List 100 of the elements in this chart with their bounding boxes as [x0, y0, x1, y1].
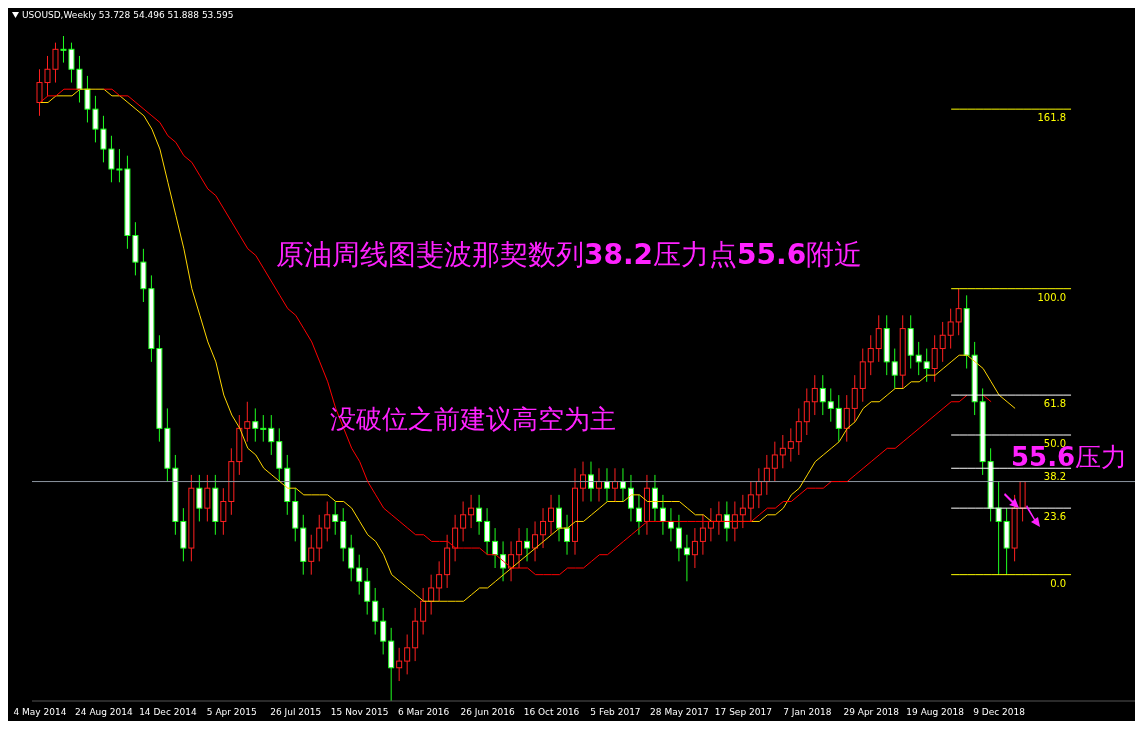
chart-title: USOUSD,Weekly 53.728 54.496 51.888 53.595: [22, 10, 234, 20]
candlestick: [500, 540, 507, 582]
candlestick: [516, 527, 523, 569]
candlestick: [196, 474, 203, 522]
candlestick: [524, 527, 531, 562]
candlestick: [252, 407, 259, 443]
x-tick-label: 14 Dec 2014: [139, 707, 197, 718]
candlestick: [468, 494, 475, 529]
candlestick: [835, 394, 842, 443]
candlestick: [588, 461, 594, 502]
candlestick: [707, 507, 714, 542]
candlestick: [380, 607, 387, 655]
candlestick: [627, 474, 634, 522]
candlestick: [220, 487, 227, 536]
annotation: 100.0: [1037, 291, 1067, 303]
candlestick: [675, 514, 682, 562]
candlestick: [611, 467, 618, 502]
candlestick: [763, 454, 770, 496]
annotation: 0.0: [1050, 577, 1067, 589]
candlestick: [316, 514, 323, 562]
candlestick: [619, 467, 626, 502]
candlestick: [532, 520, 539, 562]
candlestick: [452, 514, 459, 562]
candlestick: [723, 501, 730, 542]
candlestick: [947, 308, 954, 350]
candlestick: [691, 527, 698, 569]
x-tick-label: 9 Dec 2018: [973, 707, 1026, 718]
candlestick: [851, 374, 858, 423]
annotation: 161.8: [1037, 112, 1067, 124]
candlestick: [747, 481, 754, 522]
candlestick: [931, 334, 938, 383]
x-tick-label: 6 Mar 2016: [397, 707, 450, 718]
x-tick-label: 7 Jan 2018: [783, 707, 832, 718]
annotation: 没破位之前建议高空为主: [330, 404, 616, 434]
candlestick: [268, 414, 275, 456]
candlestick: [787, 427, 794, 463]
x-tick-label: 17 Sep 2017: [714, 707, 772, 718]
candlestick: [819, 374, 826, 416]
candlestick: [731, 501, 738, 542]
candlestick: [827, 387, 834, 423]
candlestick: [659, 494, 666, 536]
candlestick: [891, 348, 898, 389]
candlestick: [484, 507, 491, 556]
candlestick: [955, 288, 962, 336]
candlestick: [324, 501, 331, 542]
x-tick-label: 26 Jul 2015: [270, 707, 322, 718]
candlestick: [923, 348, 930, 383]
annotation: 38.2: [1043, 471, 1067, 483]
candlestick: [795, 407, 802, 456]
candlestick: [436, 560, 443, 602]
x-tick-label: 5 Feb 2017: [590, 707, 641, 718]
candlestick: [939, 321, 946, 363]
candlestick: [260, 414, 267, 443]
candlestick: [603, 467, 610, 502]
candlestick: [372, 587, 379, 635]
candlestick: [404, 634, 411, 675]
x-tick-label: 19 Aug 2018: [906, 707, 965, 718]
x-tick-label: 4 May 2014: [13, 707, 67, 718]
x-tick-label: 24 Aug 2014: [75, 707, 134, 718]
candlestick: [811, 374, 818, 416]
candlestick: [875, 314, 882, 363]
candlestick: [779, 434, 786, 469]
annotation: 原油周线图斐波那契数列38.2压力点55.6附近: [276, 238, 863, 271]
candlestick: [915, 341, 922, 376]
candlestick: [332, 501, 339, 536]
candlestick: [843, 394, 850, 443]
candlestick: [420, 587, 427, 635]
candlestick: [460, 501, 467, 542]
candlestick: [739, 494, 746, 529]
x-tick-label: 28 May 2017: [650, 707, 709, 718]
candlestick: [635, 494, 642, 536]
x-tick-label: 26 Jun 2016: [460, 707, 515, 718]
candlestick: [428, 574, 435, 616]
candlestick: [771, 441, 778, 483]
candlestick: [364, 567, 371, 616]
annotation: 23.6: [1043, 511, 1067, 523]
candlestick: [651, 474, 658, 522]
candlestick: [556, 494, 563, 542]
candlestick: [755, 467, 762, 509]
candlestick: [204, 474, 211, 522]
candlestick: [867, 334, 874, 376]
candlestick: [356, 554, 363, 596]
x-tick-label: 15 Nov 2015: [330, 707, 389, 718]
x-tick-label: 5 Apr 2015: [206, 707, 257, 718]
candlestick: [492, 527, 499, 569]
candlestick: [595, 467, 602, 502]
candlestick: [476, 494, 483, 536]
x-tick-label: 29 Apr 2018: [843, 707, 900, 718]
candlestick: [580, 461, 586, 502]
candlestick: [715, 501, 722, 536]
candlestick: [667, 507, 674, 542]
candlestick: [396, 647, 403, 682]
candlestick: [683, 534, 690, 582]
candlestick: [803, 387, 810, 436]
candlestick: [244, 401, 251, 443]
candlestick: [699, 514, 706, 556]
annotation: 61.8: [1043, 398, 1067, 410]
x-tick-label: 16 Oct 2016: [523, 707, 580, 718]
candlestick: [540, 507, 547, 549]
candlestick: [564, 514, 571, 556]
